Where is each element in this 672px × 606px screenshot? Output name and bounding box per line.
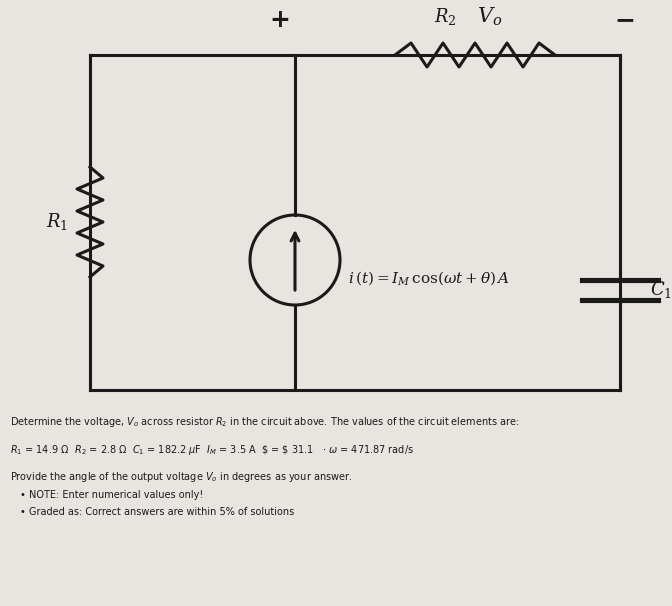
Text: $R_1$ = 14.9 $\Omega$  $R_2$ = 2.8 $\Omega$  $C_1$ = 182.2 $\mu$F  $I_M$ = 3.5 A: $R_1$ = 14.9 $\Omega$ $R_2$ = 2.8 $\Omeg… [10,443,414,457]
Text: +: + [269,8,290,32]
Text: −: − [614,8,636,32]
Text: $R_2$: $R_2$ [433,6,456,27]
Text: $V_o$: $V_o$ [477,6,503,28]
Text: $i\,(t) = I_M\,\cos(\omega t + \theta)\,A$: $i\,(t) = I_M\,\cos(\omega t + \theta)\,… [348,269,510,287]
Text: $R_1$: $R_1$ [46,211,68,233]
Text: Determine the voltage, $V_o$ across resistor $R_2$ in the circuit above. The val: Determine the voltage, $V_o$ across resi… [10,415,519,429]
Text: $C_1$: $C_1$ [650,279,672,301]
Text: • Graded as: Correct answers are within 5% of solutions: • Graded as: Correct answers are within … [20,507,294,517]
Text: • NOTE: Enter numerical values only!: • NOTE: Enter numerical values only! [20,490,203,500]
Text: Provide the angle of the output voltage $V_o$ in degrees as your answer.: Provide the angle of the output voltage … [10,470,352,484]
